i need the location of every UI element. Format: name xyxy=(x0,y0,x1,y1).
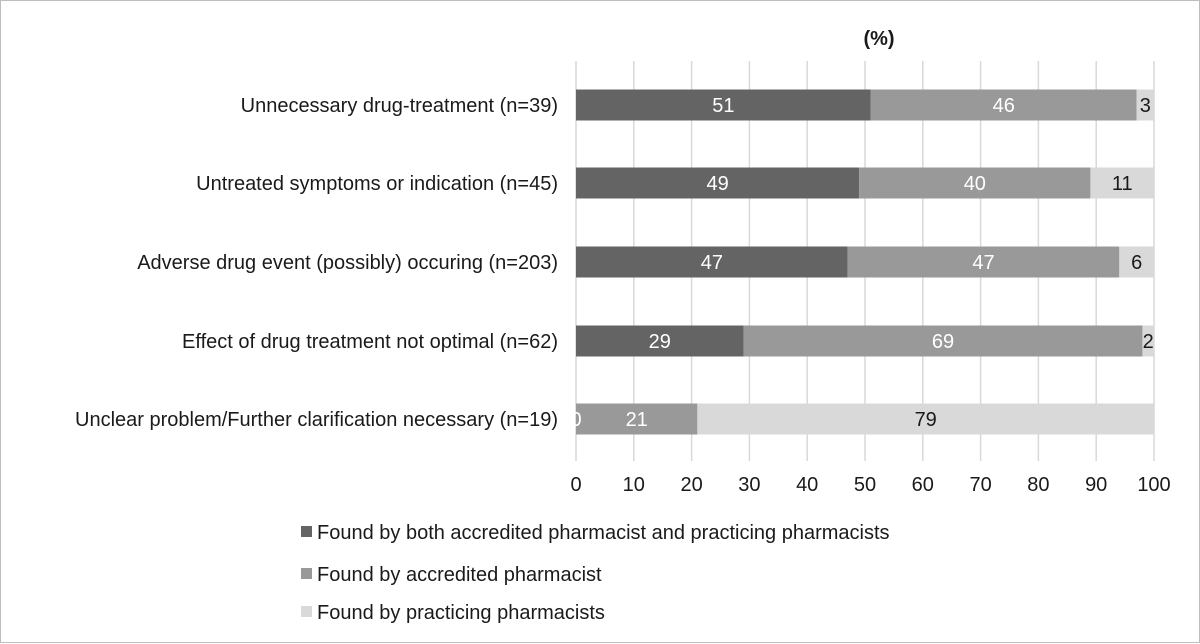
x-tick-labels: 0 10 20 30 40 50 60 70 80 90 100 xyxy=(570,474,1170,496)
bar-data-label: 2 xyxy=(1143,331,1154,353)
bar-data-label: 11 xyxy=(1112,173,1133,195)
legend-label: Found by accredited pharmacist xyxy=(317,564,602,586)
category-label: Untreated symptoms or indication (n=45) xyxy=(196,173,558,195)
legend-swatch xyxy=(301,526,312,537)
chart-title: (%) xyxy=(863,28,894,50)
bar-data-label: 49 xyxy=(706,173,728,195)
bar-segment xyxy=(1142,325,1154,357)
bar-data-label: 29 xyxy=(649,331,671,353)
bar-data-label: 47 xyxy=(701,252,723,274)
bar-data-label: 6 xyxy=(1131,252,1142,274)
category-label: Unclear problem/Further clarification ne… xyxy=(75,409,558,431)
bar-segment xyxy=(870,89,1137,121)
x-tick-label: 60 xyxy=(912,474,934,496)
x-tick-label: 20 xyxy=(680,474,702,496)
x-tick-label: 100 xyxy=(1137,474,1170,496)
bar-segment xyxy=(743,325,1143,357)
bar-segment xyxy=(576,167,860,199)
category-labels: Unnecessary drug-treatment (n=39) Untreat… xyxy=(75,95,558,431)
bar-data-label: 0 xyxy=(570,409,581,431)
x-tick-label: 30 xyxy=(738,474,760,496)
bar-segment xyxy=(859,167,1091,199)
bar-segment xyxy=(1136,89,1154,121)
x-tick-label: 50 xyxy=(854,474,876,496)
category-label: Unnecessary drug-treatment (n=39) xyxy=(241,95,558,117)
bar-data-label: 51 xyxy=(712,95,734,117)
bar-segment xyxy=(1119,246,1154,278)
bars xyxy=(576,89,1154,435)
x-tick-label: 90 xyxy=(1085,474,1107,496)
bar-segment xyxy=(576,325,744,357)
legend-swatch xyxy=(301,606,312,617)
legend: Found by both accredited pharmacist and … xyxy=(301,522,890,624)
bar-segment xyxy=(697,403,1154,435)
x-tick-label: 80 xyxy=(1027,474,1049,496)
category-label: Effect of drug treatment not optimal (n=… xyxy=(182,331,558,353)
bar-segment xyxy=(847,246,1120,278)
legend-swatch xyxy=(301,568,312,579)
bar-data-label: 47 xyxy=(972,252,994,274)
x-tick-label: 70 xyxy=(969,474,991,496)
bar-data-label: 40 xyxy=(964,173,986,195)
x-tick-label: 40 xyxy=(796,474,818,496)
x-tick-label: 10 xyxy=(623,474,645,496)
legend-label: Found by both accredited pharmacist and … xyxy=(317,522,890,544)
bar-data-label: 46 xyxy=(993,95,1015,117)
bar-data-label: 3 xyxy=(1140,95,1151,117)
legend-label: Found by practicing pharmacists xyxy=(317,602,605,624)
bar-data-label: 21 xyxy=(626,409,648,431)
bar-data-label: 79 xyxy=(915,409,937,431)
bar-data-labels: 51 46 3 49 40 11 47 47 6 29 69 2 0 21 79 xyxy=(570,95,1153,431)
bar-segment xyxy=(1090,167,1154,199)
bar-data-label: 69 xyxy=(932,331,954,353)
bar-segment xyxy=(576,89,871,121)
bar-segment xyxy=(576,246,848,278)
bar-segment xyxy=(576,403,698,435)
category-label: Adverse drug event (possibly) occuring (… xyxy=(137,252,558,274)
x-tick-label: 0 xyxy=(570,474,581,496)
